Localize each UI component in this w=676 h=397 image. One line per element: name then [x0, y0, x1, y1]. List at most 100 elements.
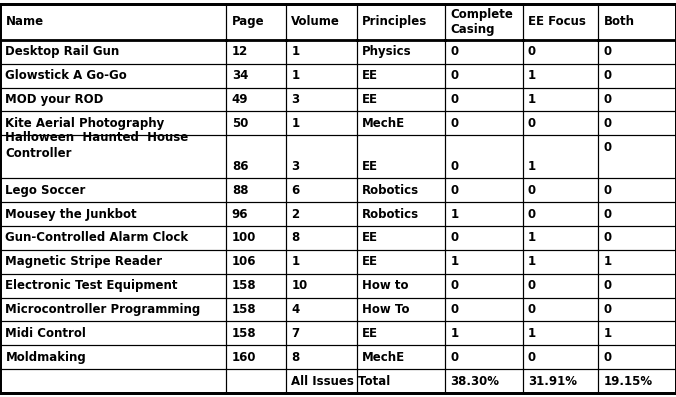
Text: 0: 0 [604, 69, 612, 82]
Bar [598, 345, 676, 369]
Bar [226, 226, 286, 250]
Bar [357, 202, 445, 226]
Bar [598, 178, 676, 202]
Text: 12: 12 [232, 45, 248, 58]
Text: 0: 0 [528, 303, 536, 316]
Text: 1: 1 [528, 255, 536, 268]
Bar [598, 4, 676, 40]
Bar [286, 226, 357, 250]
Text: 0: 0 [450, 231, 458, 245]
Bar [357, 4, 445, 40]
Text: 1: 1 [450, 327, 458, 340]
Text: Name: Name [5, 15, 43, 28]
Text: Lego Soccer: Lego Soccer [5, 184, 86, 197]
Bar [445, 178, 523, 202]
Bar [226, 135, 286, 178]
Bar [598, 250, 676, 274]
Bar [0, 64, 226, 87]
Text: 0: 0 [450, 184, 458, 197]
Bar [598, 322, 676, 345]
Bar [357, 322, 445, 345]
Bar [226, 178, 286, 202]
Text: 7: 7 [291, 327, 299, 340]
Text: MechE: MechE [362, 117, 406, 130]
Text: 0: 0 [450, 160, 458, 173]
Bar [523, 178, 598, 202]
Bar [523, 369, 598, 393]
Bar [445, 345, 523, 369]
Bar [226, 369, 286, 393]
Text: 158: 158 [232, 327, 256, 340]
Text: 1: 1 [604, 327, 612, 340]
Bar [523, 298, 598, 322]
Bar [357, 226, 445, 250]
Bar [445, 369, 523, 393]
Text: 0: 0 [528, 208, 536, 220]
Text: 1: 1 [528, 327, 536, 340]
Bar [226, 40, 286, 64]
Text: EE: EE [362, 93, 379, 106]
Bar [0, 178, 226, 202]
Bar [0, 369, 226, 393]
Bar [598, 135, 676, 178]
Text: 0: 0 [450, 303, 458, 316]
Bar [523, 64, 598, 87]
Text: 3: 3 [291, 93, 299, 106]
Bar [598, 369, 676, 393]
Bar [445, 250, 523, 274]
Text: 3: 3 [291, 160, 299, 173]
Text: 1: 1 [604, 255, 612, 268]
Text: 1: 1 [528, 231, 536, 245]
Bar [598, 298, 676, 322]
Text: Mousey the Junkbot: Mousey the Junkbot [5, 208, 137, 220]
Bar [598, 226, 676, 250]
Text: 10: 10 [291, 279, 308, 292]
Text: 0: 0 [604, 117, 612, 130]
Bar [286, 250, 357, 274]
Text: 0: 0 [450, 93, 458, 106]
Text: EE: EE [362, 231, 379, 245]
Bar [357, 112, 445, 135]
Bar [0, 112, 226, 135]
Text: 0: 0 [450, 69, 458, 82]
Text: 34: 34 [232, 69, 248, 82]
Text: 4: 4 [291, 303, 299, 316]
Text: 38.30%: 38.30% [450, 375, 499, 387]
Text: EE: EE [362, 160, 379, 173]
Text: 1: 1 [450, 255, 458, 268]
Bar [357, 298, 445, 322]
Text: 0: 0 [604, 303, 612, 316]
Bar [286, 345, 357, 369]
Text: 0: 0 [528, 45, 536, 58]
Bar [598, 40, 676, 64]
Bar [598, 274, 676, 298]
Bar [0, 4, 226, 40]
Text: Halloween  Haunted  House
Controller: Halloween Haunted House Controller [5, 131, 189, 160]
Bar [523, 274, 598, 298]
Bar [357, 64, 445, 87]
Bar [357, 135, 445, 178]
Bar [357, 40, 445, 64]
Bar [226, 112, 286, 135]
Text: 49: 49 [232, 93, 248, 106]
Bar [0, 322, 226, 345]
Bar [523, 226, 598, 250]
Text: 1: 1 [528, 93, 536, 106]
Bar [0, 40, 226, 64]
Text: 50: 50 [232, 117, 248, 130]
Text: MechE: MechE [362, 351, 406, 364]
Text: 158: 158 [232, 279, 256, 292]
Bar [226, 274, 286, 298]
Bar [286, 369, 357, 393]
Bar [357, 345, 445, 369]
Text: Gun-Controlled Alarm Clock: Gun-Controlled Alarm Clock [5, 231, 189, 245]
Bar [226, 322, 286, 345]
Bar [445, 298, 523, 322]
Text: 1: 1 [291, 69, 299, 82]
Bar [598, 64, 676, 87]
Text: 0: 0 [528, 184, 536, 197]
Text: All Issues Total: All Issues Total [291, 375, 391, 387]
Bar [445, 322, 523, 345]
Text: 0: 0 [604, 184, 612, 197]
Bar [445, 40, 523, 64]
